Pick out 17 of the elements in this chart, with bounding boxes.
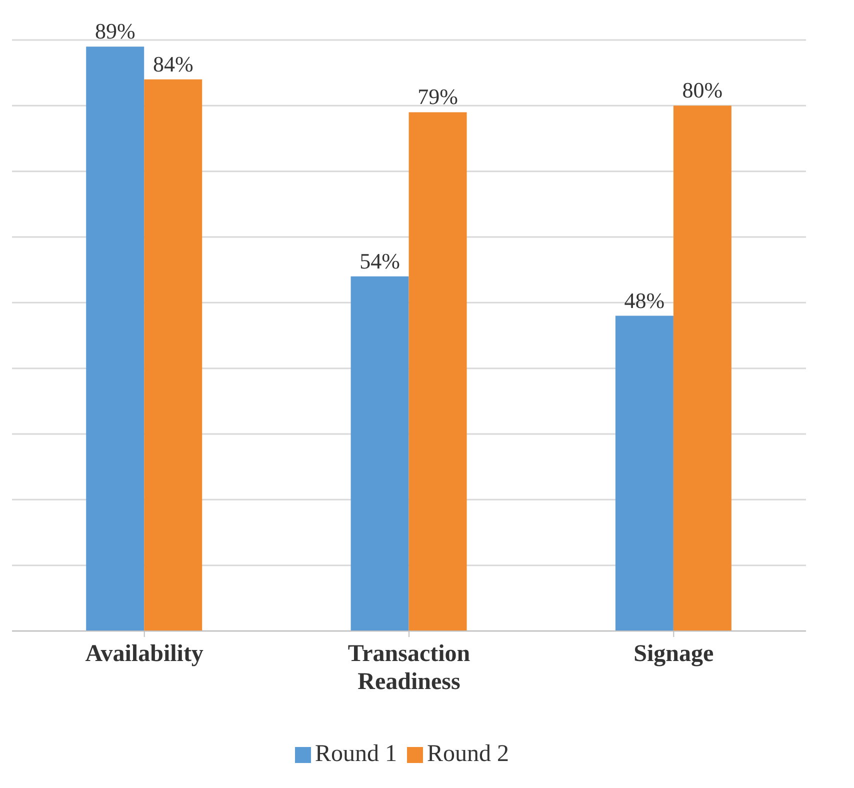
data-label: 80% xyxy=(682,78,723,103)
x-tick-label: Transaction Readiness xyxy=(348,641,470,695)
data-label: 48% xyxy=(624,288,665,313)
x-tick-label: Availability xyxy=(85,641,204,667)
data-label: 79% xyxy=(418,84,458,110)
legend-label: Round 1 xyxy=(314,741,397,767)
bar xyxy=(408,112,467,631)
bar xyxy=(673,106,732,631)
legend-label: Round 2 xyxy=(427,741,510,767)
bar xyxy=(350,276,409,631)
bar xyxy=(86,46,144,631)
data-label: 89% xyxy=(94,18,136,44)
bar xyxy=(615,316,674,631)
x-tick-label: Signage xyxy=(634,641,714,667)
bar xyxy=(144,79,202,631)
data-label: 54% xyxy=(360,248,400,274)
data-label: 84% xyxy=(152,51,194,76)
